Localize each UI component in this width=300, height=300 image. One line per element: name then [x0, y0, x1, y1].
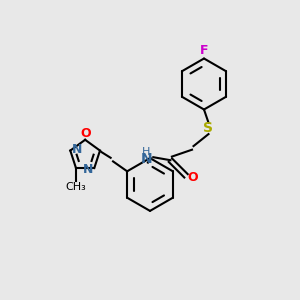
- Text: N: N: [82, 163, 93, 176]
- Text: H: H: [142, 147, 151, 157]
- Text: N: N: [72, 142, 82, 156]
- Text: F: F: [200, 44, 208, 57]
- Text: S: S: [203, 121, 214, 135]
- Text: O: O: [187, 171, 198, 184]
- Text: CH₃: CH₃: [66, 182, 86, 192]
- Text: N: N: [141, 152, 152, 166]
- Text: O: O: [80, 127, 91, 140]
